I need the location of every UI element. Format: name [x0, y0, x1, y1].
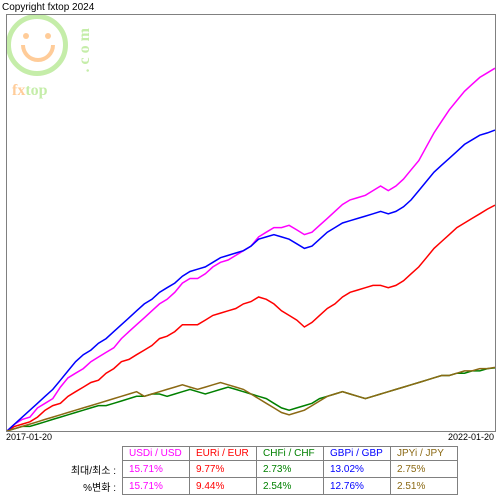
- series-CHFi/CHF: [7, 368, 495, 431]
- legend-maxmin: 15.71%: [123, 461, 190, 478]
- copyright-text: Copyright fxtop 2024: [2, 2, 94, 13]
- legend-maxmin: 9.77%: [190, 461, 257, 478]
- legend-maxmin: 13.02%: [324, 461, 391, 478]
- legend-header: JPYi / JPY: [391, 447, 458, 461]
- legend-maxmin: 2.75%: [391, 461, 458, 478]
- x-axis-start: 2017-01-20: [6, 432, 52, 442]
- x-axis-end: 2022-01-20: [448, 432, 494, 442]
- legend-pct: 2.54%: [257, 478, 324, 495]
- series-EURi/EUR: [7, 205, 495, 431]
- legend-pct: 2.51%: [391, 478, 458, 495]
- legend-header: CHFi / CHF: [257, 447, 324, 461]
- legend-header: GBPi / GBP: [324, 447, 391, 461]
- legend-table: USDi / USDEURi / EURCHFi / CHFGBPi / GBP…: [56, 446, 458, 495]
- series-USDi/USD: [7, 68, 495, 431]
- legend-maxmin: 2.73%: [257, 461, 324, 478]
- legend-pct: 12.76%: [324, 478, 391, 495]
- legend-pct: 15.71%: [123, 478, 190, 495]
- line-chart: [6, 14, 496, 432]
- legend-header: EURi / EUR: [190, 447, 257, 461]
- series-GBPi/GBP: [7, 130, 495, 431]
- legend-header: USDi / USD: [123, 447, 190, 461]
- legend-pct: 9.44%: [190, 478, 257, 495]
- series-JPYi/JPY: [7, 367, 495, 431]
